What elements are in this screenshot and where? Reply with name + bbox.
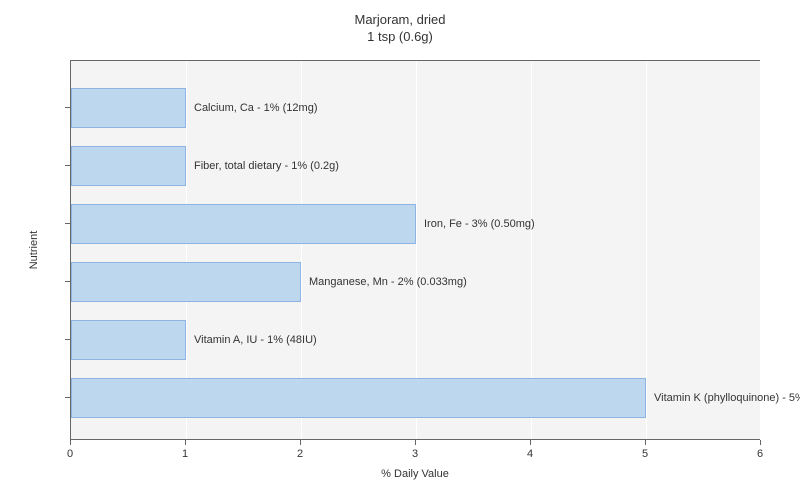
x-tick: [645, 440, 646, 445]
x-axis-title: % Daily Value: [381, 468, 449, 480]
bar-label: Calcium, Ca - 1% (12mg): [186, 102, 317, 114]
bar: [71, 378, 646, 418]
chart-title-block: Marjoram, dried 1 tsp (0.6g): [0, 0, 800, 46]
gridline: [646, 61, 647, 439]
y-tick: [65, 223, 70, 224]
x-tick: [300, 440, 301, 445]
x-tick-label: 4: [527, 448, 533, 460]
bar: [71, 88, 186, 128]
bar-label: Manganese, Mn - 2% (0.033mg): [301, 276, 467, 288]
x-tick-label: 2: [297, 448, 303, 460]
bar-label: Fiber, total dietary - 1% (0.2g): [186, 160, 339, 172]
x-tick-label: 5: [642, 448, 648, 460]
bar: [71, 204, 416, 244]
plot-area: Calcium, Ca - 1% (12mg) Fiber, total diet…: [70, 60, 760, 440]
x-tick: [530, 440, 531, 445]
x-tick-label: 3: [412, 448, 418, 460]
y-tick: [65, 107, 70, 108]
nutrient-chart: Marjoram, dried 1 tsp (0.6g) Calcium, Ca…: [0, 0, 800, 500]
y-tick: [65, 397, 70, 398]
x-tick-label: 6: [757, 448, 763, 460]
chart-title-line2: 1 tsp (0.6g): [0, 29, 800, 46]
x-tick: [760, 440, 761, 445]
y-tick: [65, 339, 70, 340]
chart-title-line1: Marjoram, dried: [0, 12, 800, 29]
x-tick: [415, 440, 416, 445]
x-tick-label: 1: [182, 448, 188, 460]
bar: [71, 146, 186, 186]
y-tick: [65, 165, 70, 166]
x-tick: [185, 440, 186, 445]
bar-label: Vitamin A, IU - 1% (48IU): [186, 334, 317, 346]
y-axis-title: Nutrient: [28, 231, 40, 270]
x-tick-label: 0: [67, 448, 73, 460]
x-tick: [70, 440, 71, 445]
bar-label: Iron, Fe - 3% (0.50mg): [416, 218, 535, 230]
bar: [71, 262, 301, 302]
y-tick: [65, 281, 70, 282]
gridline: [761, 61, 762, 439]
bar-label: Vitamin K (phylloquinone) - 5% (3.7mcg): [646, 392, 800, 404]
bar: [71, 320, 186, 360]
